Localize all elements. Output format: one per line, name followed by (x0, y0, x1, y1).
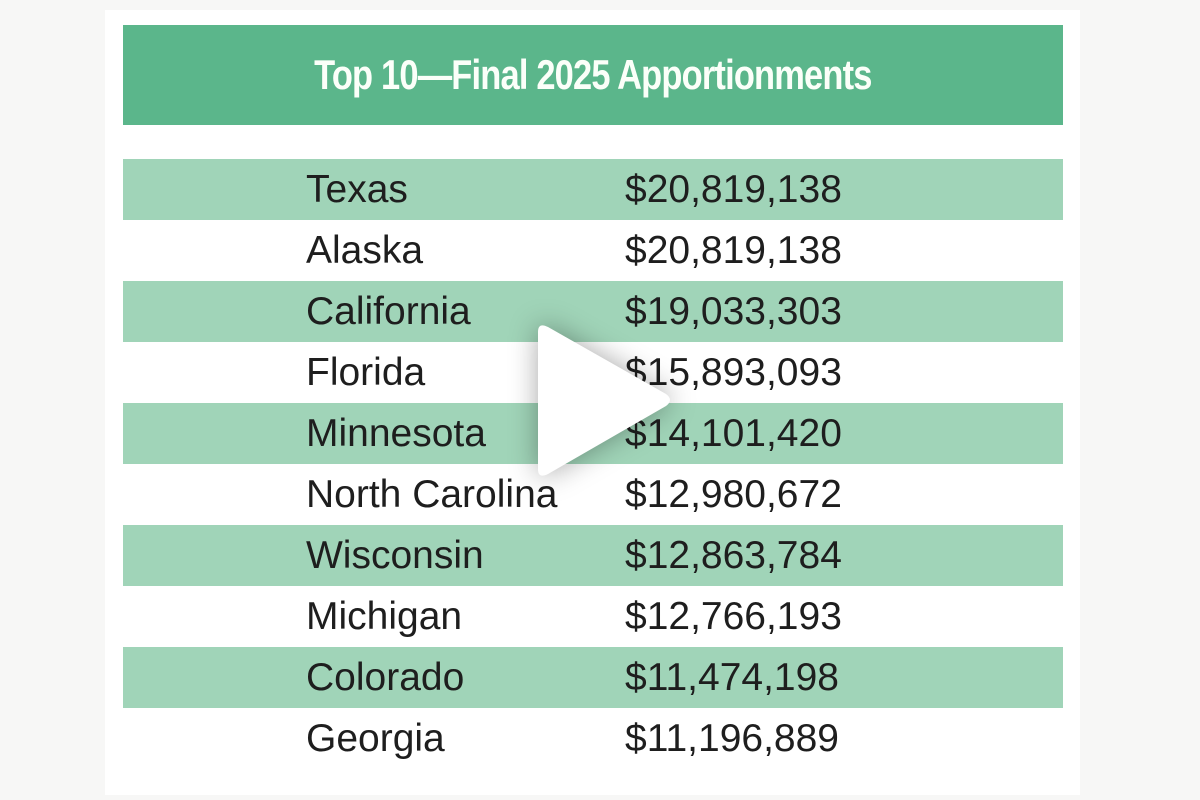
state-name: Alaska (306, 228, 424, 272)
apportionment-amount: $11,474,198 (625, 655, 839, 699)
table-title-banner: Top 10—Final 2025 Apportionments (123, 25, 1063, 125)
apportionment-amount: $20,819,138 (625, 167, 842, 211)
apportionment-amount: $15,893,093 (625, 350, 842, 394)
apportionment-amount: $12,863,784 (625, 533, 842, 577)
table-row: Florida $15,893,093 (123, 342, 1063, 403)
apportionment-amount: $14,101,420 (625, 411, 842, 455)
state-name: Texas (306, 167, 408, 211)
table-row: Texas $20,819,138 (123, 159, 1063, 220)
table-row: Colorado $11,474,198 (123, 647, 1063, 708)
page-title: Top 10—Final 2025 Apportionments (314, 51, 872, 98)
state-name: Florida (306, 350, 426, 394)
apportionment-amount: $19,033,303 (625, 289, 842, 333)
apportionment-amount: $12,980,672 (625, 472, 842, 516)
apportionment-amount: $12,766,193 (625, 594, 842, 638)
table-row: Georgia $11,196,889 (123, 708, 1063, 769)
state-name: Colorado (306, 655, 465, 699)
apportionments-table: Texas $20,819,138 Alaska $20,819,138 Califor… (123, 159, 1063, 769)
state-name: North Carolina (306, 472, 558, 516)
state-name: California (306, 289, 471, 333)
state-name: Wisconsin (306, 533, 484, 577)
state-name: Michigan (306, 594, 463, 638)
state-name: Georgia (306, 716, 445, 760)
table-row: Michigan $12,766,193 (123, 586, 1063, 647)
state-name: Minnesota (306, 411, 486, 455)
table-row: North Carolina $12,980,672 (123, 464, 1063, 525)
table-row: Alaska $20,819,138 (123, 220, 1063, 281)
table-row: California $19,033,303 (123, 281, 1063, 342)
table-row: Wisconsin $12,863,784 (123, 525, 1063, 586)
apportionment-amount: $20,819,138 (625, 228, 842, 272)
apportionment-amount: $11,196,889 (625, 716, 839, 760)
play-icon[interactable] (528, 318, 678, 483)
